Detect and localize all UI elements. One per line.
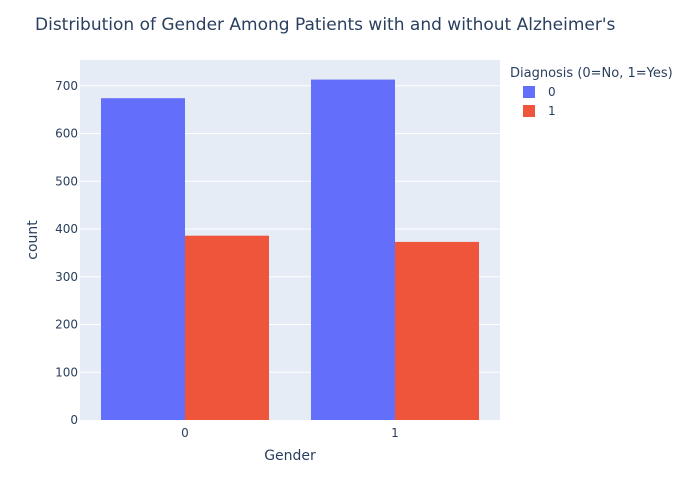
legend-item-1[interactable]: 1: [523, 104, 556, 118]
y-tick-label-400: 400: [55, 222, 78, 236]
bar-gender-0-diagnosis-1[interactable]: [185, 235, 269, 420]
bars: [101, 79, 479, 421]
x-axis-label: Gender: [264, 448, 316, 464]
x-tick-label-0: 0: [181, 426, 189, 440]
chart-title: Distribution of Gender Among Patients wi…: [35, 15, 616, 35]
legend: Diagnosis (0=No, 1=Yes) 0 1: [510, 66, 673, 118]
legend-title: Diagnosis (0=No, 1=Yes): [510, 66, 673, 81]
legend-swatch-0: [523, 86, 535, 98]
legend-item-0[interactable]: 0: [523, 85, 556, 99]
y-tick-label-0: 0: [70, 413, 78, 427]
bar-gender-1-diagnosis-1[interactable]: [395, 241, 479, 420]
y-tick-label-700: 700: [55, 79, 78, 93]
x-tick-label-1: 1: [391, 426, 399, 440]
bar-gender-0-diagnosis-0[interactable]: [101, 98, 185, 420]
y-tick-label-300: 300: [55, 270, 78, 284]
y-axis-ticks: 0 100 200 300 400 500 600 700: [55, 79, 78, 427]
y-tick-label-600: 600: [55, 127, 78, 141]
legend-swatch-1: [523, 105, 535, 117]
bar-gender-1-diagnosis-0[interactable]: [311, 79, 395, 421]
y-tick-label-200: 200: [55, 318, 78, 332]
y-tick-label-500: 500: [55, 174, 78, 188]
y-axis-label: count: [25, 220, 41, 260]
legend-label-0: 0: [548, 85, 556, 99]
y-tick-label-100: 100: [55, 365, 78, 379]
legend-label-1: 1: [548, 104, 556, 118]
